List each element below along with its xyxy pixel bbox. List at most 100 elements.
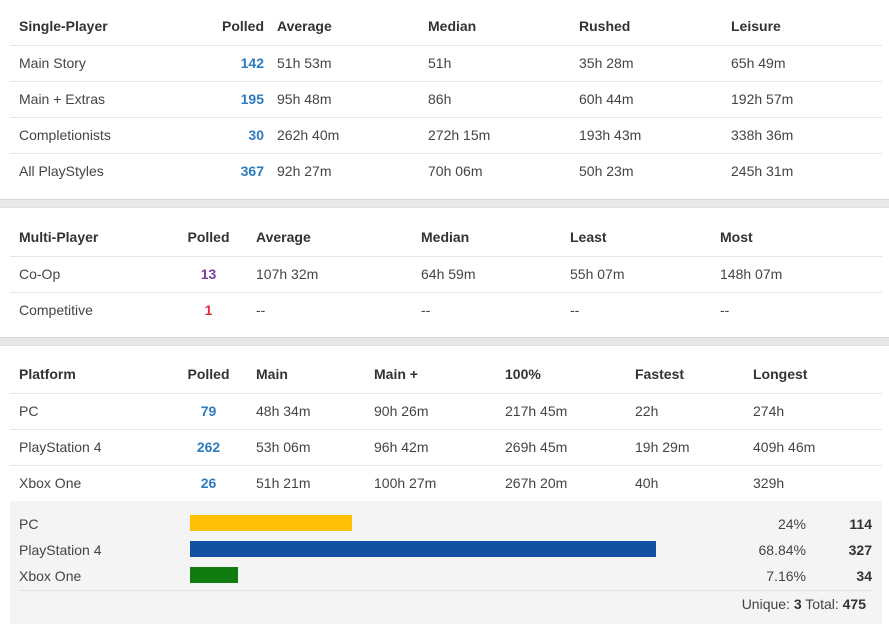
median-time: --	[412, 291, 561, 328]
longest-time: 409h 46m	[744, 428, 882, 465]
table-row: Main Story 142 51h 53m 51h 35h 28m 65h 4…	[10, 44, 882, 81]
column-header: Rushed	[579, 17, 631, 34]
share-row: PlayStation 4 68.84% 327	[10, 537, 882, 563]
main-plus-time: 96h 42m	[365, 428, 496, 465]
leisure-time: 65h 49m	[722, 44, 882, 81]
leisure-time: 192h 57m	[722, 80, 882, 117]
share-percent: 68.84%	[758, 542, 806, 558]
column-header: Multi-Player	[19, 228, 99, 245]
total-value: 475	[842, 596, 866, 612]
most-time: 148h 07m	[711, 255, 882, 292]
polled-count: 79	[170, 392, 247, 429]
main-plus-time: 100h 27m	[365, 464, 496, 501]
share-label: PC	[19, 516, 39, 532]
unique-label: Unique:	[741, 596, 790, 612]
single-player-table: Single-Player Polled Average Median Rush…	[10, 7, 882, 189]
table-row: Competitive 1 -- -- -- --	[10, 291, 882, 328]
polled-count: 367	[191, 152, 268, 189]
share-label: PlayStation 4	[19, 542, 102, 558]
column-header: Fastest	[635, 365, 685, 382]
table-row: Co-Op 13 107h 32m 64h 59m 55h 07m 148h 0…	[10, 255, 882, 292]
median-time: 51h	[419, 44, 570, 81]
column-header: Leisure	[731, 17, 781, 34]
platform-label: Xbox One	[10, 464, 170, 501]
table-row: Completionists 30 262h 40m 272h 15m 193h…	[10, 116, 882, 153]
rushed-time: 193h 43m	[570, 116, 722, 153]
polled-count: 142	[191, 44, 268, 81]
section-divider	[0, 199, 889, 208]
multi-player-section: Multi-Player Polled Average Median Least…	[0, 208, 889, 338]
rushed-time: 50h 23m	[570, 152, 722, 189]
total-label: Total:	[805, 596, 839, 612]
longest-time: 329h	[744, 464, 882, 501]
main-time: 51h 21m	[247, 464, 365, 501]
average-time: --	[247, 291, 412, 328]
column-header: Least	[570, 228, 607, 245]
column-header: Median	[428, 17, 477, 34]
leisure-time: 338h 36m	[722, 116, 882, 153]
average-time: 107h 32m	[247, 255, 412, 292]
polled-count: 195	[191, 80, 268, 117]
mode-label: Competitive	[10, 291, 170, 328]
column-header: Median	[421, 228, 470, 245]
median-time: 64h 59m	[412, 255, 561, 292]
table-header-row: Multi-Player Polled Average Median Least…	[10, 218, 882, 256]
column-header: Most	[720, 228, 753, 245]
table-row: PlayStation 4 262 53h 06m 96h 42m 269h 4…	[10, 428, 882, 465]
rushed-time: 60h 44m	[570, 80, 722, 117]
main-time: 53h 06m	[247, 428, 365, 465]
table-header-row: Platform Polled Main Main + 100% Fastest…	[10, 355, 882, 393]
polled-count: 30	[191, 116, 268, 153]
column-header: Platform	[19, 365, 76, 382]
most-time: --	[711, 291, 882, 328]
share-count: 34	[856, 568, 872, 584]
column-header: 100%	[505, 365, 541, 382]
rushed-time: 35h 28m	[570, 44, 722, 81]
completionist-time: 269h 45m	[496, 428, 626, 465]
average-time: 92h 27m	[268, 152, 419, 189]
least-time: --	[561, 291, 711, 328]
playstyle-label: Completionists	[10, 116, 191, 153]
playstyle-label: Main + Extras	[10, 80, 191, 117]
column-header: Polled	[221, 17, 264, 34]
main-plus-time: 90h 26m	[365, 392, 496, 429]
median-time: 272h 15m	[419, 116, 570, 153]
share-percent: 7.16%	[766, 568, 806, 584]
share-bar	[190, 567, 239, 583]
multi-player-table: Multi-Player Polled Average Median Least…	[10, 218, 882, 328]
platform-table: Platform Polled Main Main + 100% Fastest…	[10, 355, 882, 501]
playstyle-label: Main Story	[10, 44, 191, 81]
polled-count: 13	[170, 255, 247, 292]
chart-summary: Unique: 3 Total: 475	[742, 596, 866, 612]
median-time: 70h 06m	[419, 152, 570, 189]
column-header: Polled	[187, 228, 230, 245]
platform-label: PlayStation 4	[10, 428, 170, 465]
polled-count: 1	[170, 291, 247, 328]
polled-count: 26	[170, 464, 247, 501]
share-bar	[190, 515, 353, 531]
polled-count: 262	[170, 428, 247, 465]
fastest-time: 40h	[626, 464, 744, 501]
share-bar	[190, 541, 657, 557]
completionist-time: 217h 45m	[496, 392, 626, 429]
mode-label: Co-Op	[10, 255, 170, 292]
share-percent: 24%	[777, 516, 806, 532]
share-row: PC 24% 114	[10, 511, 882, 537]
platform-label: PC	[10, 392, 170, 429]
column-header: Average	[256, 228, 311, 245]
share-row: Xbox One 7.16% 34	[10, 563, 882, 589]
average-time: 262h 40m	[268, 116, 419, 153]
average-time: 51h 53m	[268, 44, 419, 81]
table-row: All PlayStyles 367 92h 27m 70h 06m 50h 2…	[10, 152, 882, 189]
column-header: Single-Player	[19, 17, 108, 34]
least-time: 55h 07m	[561, 255, 711, 292]
platform-share-chart: PC 24% 114 PlayStation 4 68.84% 327 Xbox…	[10, 501, 882, 624]
share-count: 327	[848, 542, 872, 558]
fastest-time: 22h	[626, 392, 744, 429]
table-row: Xbox One 26 51h 21m 100h 27m 267h 20m 40…	[10, 464, 882, 501]
table-row: Main + Extras 195 95h 48m 86h 60h 44m 19…	[10, 80, 882, 117]
single-player-section: Single-Player Polled Average Median Rush…	[0, 0, 889, 199]
playstyle-label: All PlayStyles	[10, 152, 191, 189]
share-label: Xbox One	[19, 568, 82, 584]
table-row: PC 79 48h 34m 90h 26m 217h 45m 22h 274h	[10, 392, 882, 429]
